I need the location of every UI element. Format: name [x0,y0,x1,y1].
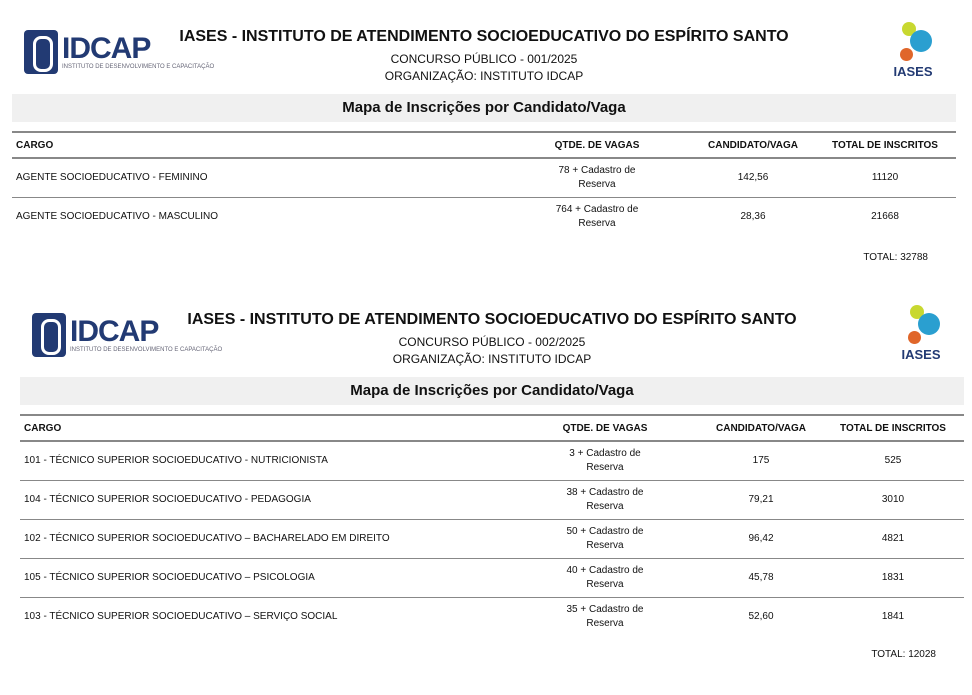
vagas-cell: 764 + Cadastro de Reserva [555,204,639,229]
col-candidato-vaga: CANDIDATO/VAGA [700,414,822,442]
table-row: 105 - TÉCNICO SUPERIOR SOCIOEDUCATIVO – … [20,558,964,598]
idcap-logo-text: IDCAP [70,314,159,348]
col-vagas: QTDE. DE VAGAS [502,131,692,159]
idcap-mark-icon [24,30,58,74]
table-row: 101 - TÉCNICO SUPERIOR SOCIOEDUCATIVO - … [20,441,964,481]
table-row: 102 - TÉCNICO SUPERIOR SOCIOEDUCATIVO – … [20,519,964,559]
idcap-logo-subtext: INSTITUTO DE DESENVOLVIMENTO E CAPACITAÇ… [62,63,215,70]
total-inscritos-cell: 1831 [822,558,964,598]
vagas-cell: 50 + Cadastro de Reserva [510,519,700,559]
idcap-logo-text: IDCAP [62,31,151,65]
inscricoes-table: CARGO QTDE. DE VAGAS CANDIDATO/VAGA TOTA… [12,131,956,236]
col-cargo: CARGO [20,414,510,442]
candidato-vaga-cell: 79,21 [700,480,822,520]
col-total-inscritos: TOTAL DE INSCRITOS [814,131,956,159]
idcap-logo: IDCAP INSTITUTO DE DESENVOLVIMENTO E CAPA… [32,313,222,357]
report-banner: Mapa de Inscrições por Candidato/Vaga [20,377,964,405]
organizacao-label: ORGANIZAÇÃO: INSTITUTO IDCAP [384,69,584,83]
candidato-vaga-cell: 28,36 [740,211,766,222]
vagas-cell: 78 + Cadastro de Reserva [502,158,692,198]
total-inscritos-cell: 525 [822,441,964,481]
candidato-vaga-cell: 175 [700,441,822,481]
iases-logo-text: IASES [893,64,933,79]
idcap-logo-subtext: INSTITUTO DE DESENVOLVIMENTO E CAPACITAÇ… [70,346,223,353]
inscricoes-table: CARGO QTDE. DE VAGAS CANDIDATO/VAGA TOTA… [20,414,964,636]
candidato-vaga-cell: 45,78 [700,558,822,598]
page-title: IASES - INSTITUTO DE ATENDIMENTO SOCIOED… [187,311,797,328]
col-total-inscritos: TOTAL DE INSCRITOS [822,414,964,442]
concurso-label: CONCURSO PÚBLICO - 001/2025 [390,52,578,66]
cargo-cell: 104 - TÉCNICO SUPERIOR SOCIOEDUCATIVO - … [20,480,510,520]
total-inscritos-cell: 11120 [814,158,956,198]
idcap-mark-icon [32,313,66,357]
table-row: 103 - TÉCNICO SUPERIOR SOCIOEDUCATIVO – … [20,598,964,637]
page-title: IASES - INSTITUTO DE ATENDIMENTO SOCIOED… [179,28,789,45]
table-row: 104 - TÉCNICO SUPERIOR SOCIOEDUCATIVO - … [20,480,964,520]
cargo-cell: 101 - TÉCNICO SUPERIOR SOCIOEDUCATIVO - … [20,441,510,481]
organizacao-label: ORGANIZAÇÃO: INSTITUTO IDCAP [392,352,592,366]
total-inscritos-cell: 3010 [822,480,964,520]
cargo-cell: AGENTE SOCIOEDUCATIVO - MASCULINO [16,211,219,222]
candidato-vaga-cell: 52,60 [748,611,774,622]
vagas-cell: 35 + Cadastro de Reserva [566,604,644,629]
grand-total: TOTAL: 32788 [863,252,928,263]
col-candidato-vaga: CANDIDATO/VAGA [692,131,814,159]
candidato-vaga-cell: 96,42 [700,519,822,559]
candidato-vaga-cell: 142,56 [692,158,814,198]
cargo-cell: AGENTE SOCIOEDUCATIVO - FEMININO [12,158,502,198]
vagas-cell: 40 + Cadastro de Reserva [510,558,700,598]
concurso-label: CONCURSO PÚBLICO - 002/2025 [398,335,586,349]
table-row: AGENTE SOCIOEDUCATIVO - MASCULINO 764 + … [12,198,956,237]
total-inscritos-cell: 4821 [822,519,964,559]
total-inscritos-cell: 21668 [871,211,899,222]
report-banner: Mapa de Inscrições por Candidato/Vaga [12,94,956,122]
iases-logo: IASES [888,22,938,79]
table-row: AGENTE SOCIOEDUCATIVO - FEMININO 78 + Ca… [12,158,956,198]
idcap-logo: IDCAP INSTITUTO DE DESENVOLVIMENTO E CAPA… [24,30,214,74]
col-vagas: QTDE. DE VAGAS [510,414,700,442]
vagas-cell: 3 + Cadastro de Reserva [510,441,700,481]
cargo-cell: 103 - TÉCNICO SUPERIOR SOCIOEDUCATIVO – … [24,611,338,622]
vagas-cell: 38 + Cadastro de Reserva [510,480,700,520]
cargo-cell: 102 - TÉCNICO SUPERIOR SOCIOEDUCATIVO – … [20,519,510,559]
total-inscritos-cell: 1841 [881,611,905,622]
iases-logo: IASES [896,305,946,362]
cargo-cell: 105 - TÉCNICO SUPERIOR SOCIOEDUCATIVO – … [20,558,510,598]
grand-total: TOTAL: 12028 [871,649,936,660]
col-cargo: CARGO [12,131,502,159]
iases-logo-text: IASES [901,347,941,362]
